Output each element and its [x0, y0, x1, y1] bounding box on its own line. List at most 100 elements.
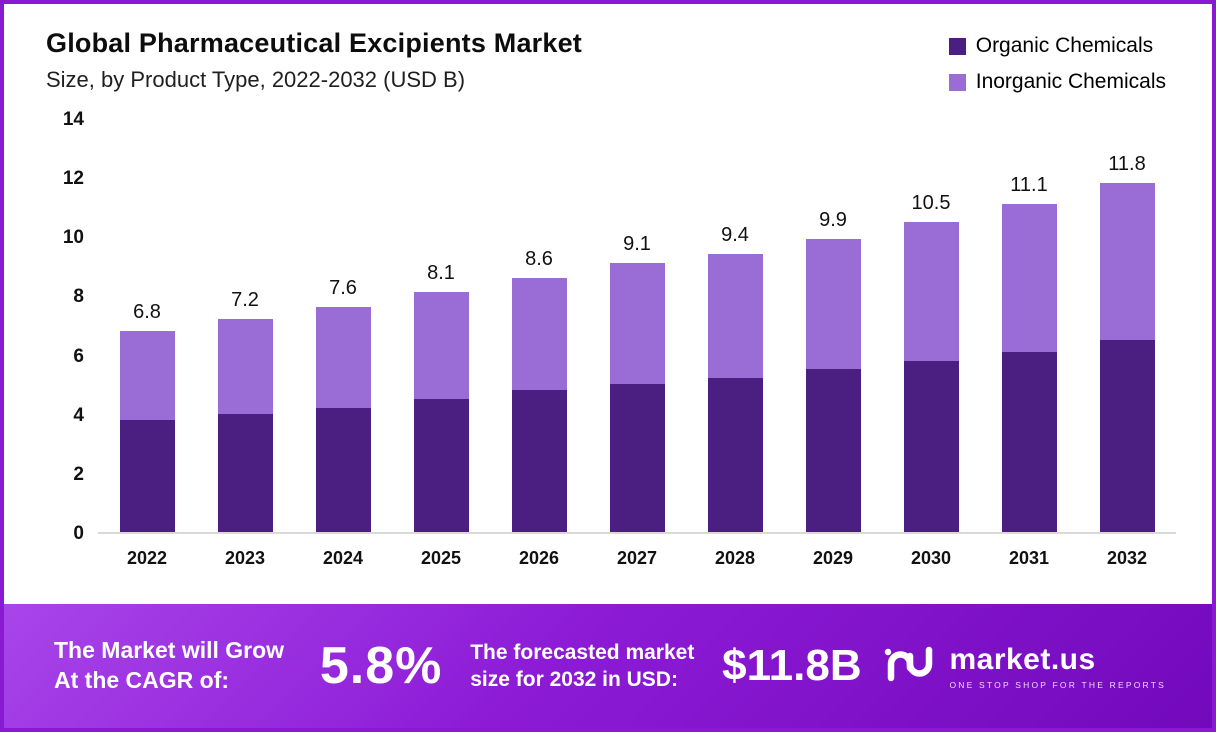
legend-item-organic[interactable]: Organic Chemicals	[948, 34, 1166, 58]
forecast-value: $11.8B	[722, 641, 862, 690]
x-axis-year-label: 2026	[518, 548, 560, 568]
bar-total-label: 9.4	[721, 224, 749, 247]
cagr-value: 5.8%	[319, 637, 443, 695]
bar-column: 7.2	[196, 289, 294, 532]
legend-label: Inorganic Chemicals	[975, 70, 1166, 93]
inorganic-chemicals-segment[interactable]	[315, 307, 371, 408]
bar-total-label: 7.6	[329, 277, 357, 300]
stacked-bar[interactable]	[903, 221, 959, 532]
organic-chemicals-segment[interactable]	[217, 413, 273, 532]
x-axis-year-label: 2028	[714, 548, 756, 568]
stacked-bar[interactable]	[707, 254, 763, 532]
legend-label: Organic Chemicals	[975, 34, 1154, 57]
organic-chemicals-segment[interactable]	[413, 398, 469, 532]
inorganic-chemicals-segment[interactable]	[119, 330, 175, 420]
legend: Organic Chemicals Inorganic Chemicals	[948, 28, 1172, 94]
y-axis-tick-label: 4	[73, 404, 84, 426]
chart-plot-area: 14 12 10 8 6 4 2 0 6.8 7.2 7.6 8.1 8.6 9.1 9.4 9.9 10.5…	[34, 109, 1182, 544]
chart-subtitle: Size, by Product Type, 2022-2032 (USD B)	[46, 67, 466, 92]
inorganic-chemicals-segment[interactable]	[903, 221, 959, 361]
organic-chemicals-segment[interactable]	[119, 419, 175, 532]
bar-total-label: 9.1	[623, 232, 651, 255]
stacked-bar[interactable]	[1001, 203, 1057, 532]
bar-column: 9.4	[686, 224, 784, 532]
y-axis-tick-label: 0	[73, 523, 84, 544]
y-axis-tick-label: 6	[73, 345, 84, 367]
organic-chemicals-segment[interactable]	[1099, 339, 1155, 532]
stacked-bar[interactable]	[805, 239, 861, 532]
bar-column: 9.1	[588, 233, 686, 532]
stacked-bar[interactable]	[315, 307, 371, 532]
y-axis-tick-label: 14	[62, 109, 84, 130]
y-axis-tick-label: 8	[73, 286, 84, 308]
footer-banner: The Market will Grow At the CAGR of: 5.8…	[4, 604, 1212, 728]
stacked-bar[interactable]	[119, 330, 175, 532]
bar-column: 9.9	[784, 209, 882, 532]
bar-column: 8.1	[392, 262, 490, 532]
cagr-caption: The Market will Grow At the CAGR of:	[54, 636, 284, 696]
x-axis-year-label: 2022	[126, 548, 168, 568]
bar-column: 6.8	[98, 301, 196, 532]
brand-name: market.us	[949, 642, 1096, 676]
x-axis-year-label: 2030	[910, 548, 952, 568]
inorganic-swatch-icon	[948, 73, 966, 91]
brand-tagline: ONE STOP SHOP FOR THE REPORTS	[949, 679, 1166, 690]
bar-total-label: 7.2	[231, 289, 259, 312]
bar-column: 11.1	[980, 174, 1078, 532]
cagr-caption-line1: The Market will Grow	[54, 637, 285, 664]
brand-text: market.us ONE STOP SHOP FOR THE REPORTS	[949, 643, 1166, 690]
stacked-bar[interactable]	[511, 277, 567, 532]
bar-total-label: 11.8	[1108, 153, 1146, 176]
x-axis-year-label: 2032	[1106, 548, 1148, 568]
marketus-logo[interactable]: market.us ONE STOP SHOP FOR THE REPORTS	[883, 642, 1166, 691]
organic-chemicals-segment[interactable]	[805, 369, 861, 532]
organic-chemicals-segment[interactable]	[707, 378, 763, 532]
x-axis-year-label: 2029	[812, 548, 854, 568]
organic-chemicals-segment[interactable]	[511, 390, 567, 532]
inorganic-chemicals-segment[interactable]	[1001, 203, 1057, 352]
chart-title: Global Pharmaceutical Excipients Market	[46, 28, 583, 58]
inorganic-chemicals-segment[interactable]	[511, 277, 567, 391]
y-axis-tick-label: 2	[73, 463, 84, 485]
inorganic-chemicals-segment[interactable]	[1099, 183, 1155, 340]
inorganic-chemicals-segment[interactable]	[805, 239, 861, 370]
bar-column: 7.6	[294, 277, 392, 532]
chart-card: Global Pharmaceutical Excipients Market …	[4, 4, 1212, 604]
bar-total-label: 8.6	[525, 247, 553, 270]
inorganic-chemicals-segment[interactable]	[217, 319, 273, 414]
bar-plot: 6.8 7.2 7.6 8.1 8.6 9.1 9.4 9.9 10.5 11.1 11.8	[98, 120, 1176, 534]
stacked-bar[interactable]	[217, 319, 273, 532]
organic-chemicals-segment[interactable]	[903, 360, 959, 532]
bar-column: 10.5	[882, 192, 980, 532]
inorganic-chemicals-segment[interactable]	[413, 292, 469, 399]
bar-total-label: 8.1	[427, 262, 455, 285]
organic-chemicals-segment[interactable]	[609, 384, 665, 532]
forecast-caption-line2: size for 2032 in USD:	[470, 668, 678, 691]
x-axis-year-label: 2031	[1008, 548, 1050, 568]
forecast-caption-line1: The forecasted market	[470, 640, 695, 664]
marketus-logo-icon	[883, 642, 937, 691]
x-axis-year-label: 2027	[616, 548, 658, 568]
x-axis-year-label: 2023	[224, 548, 266, 568]
title-block: Global Pharmaceutical Excipients Market …	[46, 28, 582, 93]
organic-chemicals-segment[interactable]	[315, 407, 371, 532]
y-axis: 14 12 10 8 6 4 2 0	[34, 109, 98, 544]
inorganic-chemicals-segment[interactable]	[707, 254, 763, 379]
organic-chemicals-segment[interactable]	[1001, 351, 1057, 532]
bar-total-label: 9.9	[819, 209, 847, 232]
bar-column: 8.6	[490, 248, 588, 532]
y-axis-tick-label: 12	[62, 168, 84, 190]
inorganic-chemicals-segment[interactable]	[609, 262, 665, 385]
legend-item-inorganic[interactable]: Inorganic Chemicals	[948, 70, 1166, 94]
stacked-bar[interactable]	[413, 292, 469, 532]
stacked-bar[interactable]	[1099, 183, 1155, 532]
bar-total-label: 6.8	[133, 300, 161, 323]
y-axis-tick-label: 10	[62, 227, 84, 249]
x-axis-year-label: 2025	[420, 548, 462, 568]
chart-header: Global Pharmaceutical Excipients Market …	[34, 22, 1182, 94]
stacked-bar[interactable]	[609, 262, 665, 532]
bar-total-label: 10.5	[911, 191, 951, 214]
bar-total-label: 11.1	[1010, 173, 1048, 196]
organic-swatch-icon	[948, 37, 966, 55]
